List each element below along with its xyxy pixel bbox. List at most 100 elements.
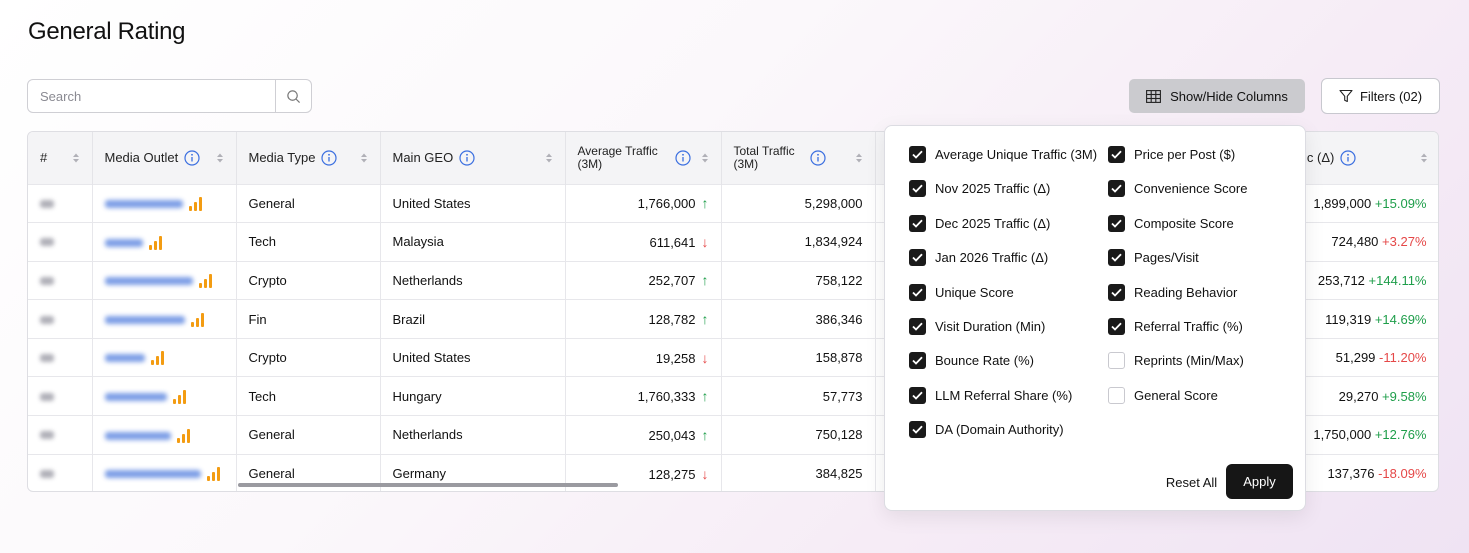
horizontal-scrollbar[interactable] — [238, 483, 618, 487]
outlet-link[interactable] — [104, 315, 185, 324]
media-outlet-cell[interactable] — [92, 376, 237, 416]
column-option[interactable]: Pages/Visit — [1108, 249, 1199, 267]
column-option[interactable]: Composite Score — [1108, 214, 1234, 232]
arrow-down-icon: ↓ — [701, 233, 709, 250]
col-header-media-type[interactable]: Media Type — [236, 132, 381, 184]
average-traffic-cell: 19,258 ↓ — [565, 337, 722, 377]
column-option[interactable]: Dec 2025 Traffic (Δ) — [909, 214, 1050, 232]
traffic-delta-cell: 253,712 +144.11% — [1285, 260, 1438, 300]
outlet-link[interactable] — [104, 431, 171, 440]
checkbox[interactable] — [909, 421, 926, 439]
average-traffic-cell: 128,782 ↑ — [565, 299, 722, 339]
column-option[interactable]: Price per Post ($) — [1108, 146, 1235, 163]
outlet-link[interactable] — [104, 277, 193, 286]
column-option[interactable]: Unique Score — [909, 283, 1014, 301]
col-header-media-outlet[interactable]: Media Outlet — [92, 132, 237, 184]
average-traffic-cell: 1,760,333 ↑ — [565, 376, 722, 416]
media-outlet-cell[interactable] — [92, 453, 237, 491]
column-option[interactable]: Nov 2025 Traffic (Δ) — [909, 180, 1050, 198]
search-input[interactable] — [28, 88, 275, 104]
main-geo-cell: Netherlands — [380, 260, 566, 300]
traffic-bars-icon — [188, 197, 202, 212]
column-option[interactable]: Jan 2026 Traffic (Δ) — [909, 249, 1048, 267]
apply-button[interactable]: Apply — [1226, 464, 1293, 499]
row-number — [28, 453, 93, 491]
show-hide-columns-panel — [884, 125, 1306, 511]
checkbox[interactable] — [909, 386, 926, 404]
column-option[interactable]: General Score — [1108, 386, 1218, 404]
traffic-delta-cell: 119,319 +14.69% — [1285, 299, 1438, 339]
checkbox[interactable] — [909, 146, 926, 163]
checkbox[interactable] — [1108, 214, 1125, 232]
outlet-link[interactable] — [104, 200, 183, 209]
traffic-bars-icon — [150, 351, 164, 366]
filter-icon — [1339, 89, 1353, 103]
reset-all-button[interactable]: Reset All — [1165, 474, 1218, 490]
checkbox[interactable] — [1108, 146, 1125, 163]
checkbox[interactable] — [1108, 180, 1125, 198]
checkbox[interactable] — [1108, 318, 1125, 335]
media-type-cell: General — [236, 415, 381, 455]
col-header-num[interactable]: # — [28, 132, 93, 184]
total-traffic-cell: 158,878 — [721, 337, 876, 377]
col-header-total-traffic[interactable]: Total Traffic (3M) — [721, 132, 876, 184]
show-hide-columns-button[interactable]: Show/Hide Columns — [1129, 79, 1305, 113]
checkbox[interactable] — [909, 318, 926, 335]
checkbox[interactable] — [1108, 283, 1125, 301]
sort-icon[interactable] — [360, 152, 368, 164]
info-icon[interactable] — [809, 150, 826, 166]
column-option[interactable]: Average Unique Traffic (3M) — [909, 146, 1097, 163]
column-option[interactable]: Referral Traffic (%) — [1108, 318, 1243, 335]
average-traffic-cell: 252,707 ↑ — [565, 260, 722, 300]
checkbox[interactable] — [909, 283, 926, 301]
search-button[interactable] — [275, 80, 311, 112]
filters-button[interactable]: Filters (02) — [1321, 78, 1440, 114]
filters-label: Filters (02) — [1359, 88, 1423, 104]
column-option[interactable]: Convenience Score — [1108, 180, 1247, 198]
column-option[interactable]: Bounce Rate (%) — [909, 352, 1034, 370]
media-outlet-cell[interactable] — [92, 222, 237, 262]
sort-icon[interactable] — [1420, 152, 1428, 164]
checkbox[interactable] — [1108, 249, 1125, 267]
checkbox[interactable] — [909, 180, 926, 198]
sort-icon[interactable] — [855, 152, 863, 164]
checkbox[interactable] — [909, 352, 926, 370]
checkbox[interactable] — [909, 214, 926, 232]
arrow-down-icon: ↓ — [701, 465, 709, 482]
media-outlet-cell[interactable] — [92, 183, 237, 223]
traffic-delta-cell: 724,480 +3.27% — [1285, 222, 1438, 262]
checkbox[interactable] — [1108, 386, 1125, 404]
row-number — [28, 222, 93, 262]
sort-icon[interactable] — [545, 152, 553, 164]
outlet-link[interactable] — [104, 470, 201, 479]
media-outlet-cell[interactable] — [92, 260, 237, 300]
sort-icon[interactable] — [72, 152, 80, 164]
outlet-link[interactable] — [104, 238, 143, 247]
column-option[interactable]: Visit Duration (Min) — [909, 318, 1045, 335]
info-icon[interactable] — [321, 150, 338, 166]
outlet-link[interactable] — [104, 354, 145, 363]
outlet-link[interactable] — [104, 393, 167, 402]
column-option[interactable]: LLM Referral Share (%) — [909, 386, 1072, 404]
column-option[interactable]: Reading Behavior — [1108, 283, 1237, 301]
media-outlet-cell[interactable] — [92, 415, 237, 455]
info-icon[interactable] — [1340, 150, 1356, 166]
column-option[interactable]: DA (Domain Authority) — [909, 421, 1064, 439]
info-icon[interactable] — [184, 150, 200, 166]
info-icon[interactable] — [459, 150, 475, 166]
main-geo-cell: Malaysia — [380, 222, 566, 262]
sort-icon[interactable] — [216, 152, 224, 164]
checkbox[interactable] — [1108, 352, 1125, 370]
traffic-delta-cell: 51,299 -11.20% — [1285, 337, 1438, 377]
total-traffic-cell: 386,346 — [721, 299, 876, 339]
info-icon[interactable] — [674, 150, 691, 166]
col-header-traffic-delta[interactable]: raffic (Δ) — [1285, 132, 1438, 184]
column-option[interactable]: Reprints (Min/Max) — [1108, 352, 1244, 370]
sort-icon[interactable] — [701, 152, 709, 164]
checkbox[interactable] — [909, 249, 926, 267]
media-outlet-cell[interactable] — [92, 299, 237, 339]
col-header-average-traffic[interactable]: Average Traffic (3M) — [565, 132, 722, 184]
search-box[interactable] — [27, 79, 312, 113]
col-header-main-geo[interactable]: Main GEO — [380, 132, 566, 184]
media-outlet-cell[interactable] — [92, 337, 237, 377]
